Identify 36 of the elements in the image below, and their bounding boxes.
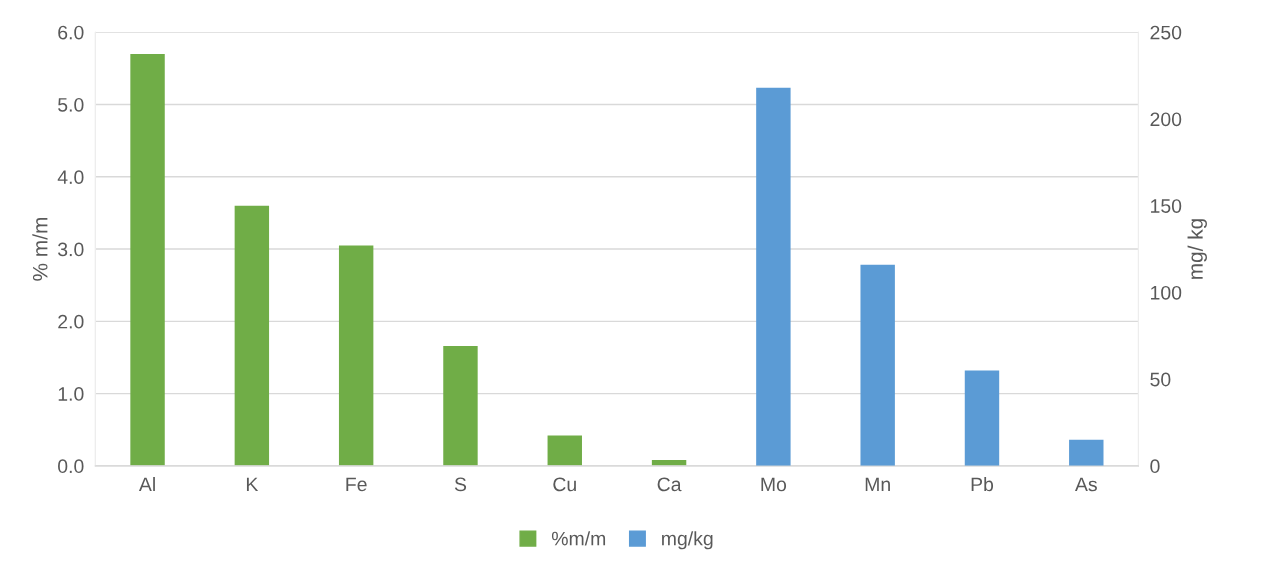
x-tick-label: Fe [346, 477, 367, 492]
x-tick-label: Mo [761, 477, 787, 492]
bar [234, 205, 270, 466]
bar [443, 345, 478, 466]
y2-tick-label: 50 [1150, 372, 1171, 387]
bar [1069, 439, 1104, 466]
y-axis-title: % m/m [32, 218, 48, 281]
x-tick-label: Mn [865, 477, 890, 492]
y-tick-label: 4.0 [57, 170, 84, 185]
bar [756, 87, 791, 466]
y-tick-label: 0.0 [58, 459, 84, 474]
y-tick-label: 6.0 [58, 25, 84, 40]
y2-tick-label: 250 [1150, 25, 1182, 40]
x-tick-label: S [454, 477, 467, 492]
bar [547, 435, 582, 466]
x-tick-label: As [1074, 477, 1097, 492]
bar [964, 370, 1000, 466]
y2-axis-title: mg/ kg [1187, 219, 1207, 279]
x-tick-label: Cu [553, 477, 576, 492]
y-tick-label: 2.0 [58, 314, 84, 329]
bar [860, 264, 895, 466]
y2-tick-label: 200 [1150, 112, 1182, 127]
y-tick-label: 3.0 [58, 242, 84, 257]
y-tick-label: 1.0 [58, 387, 84, 401]
y2-tick-label: 0 [1150, 459, 1160, 474]
y2-tick-label: 150 [1151, 199, 1182, 213]
x-tick-label: Al [138, 476, 155, 492]
y2-tick-label: 100 [1151, 285, 1182, 300]
bar [338, 245, 374, 466]
legend-label: mg/kg [662, 531, 713, 550]
x-tick-label: Pb [971, 476, 994, 492]
bar [130, 53, 165, 466]
legend-label: %m/m [551, 531, 606, 546]
y-tick-label: 5.0 [58, 97, 84, 112]
x-tick-label: Ca [657, 477, 682, 492]
x-tick-label: K [246, 477, 259, 492]
